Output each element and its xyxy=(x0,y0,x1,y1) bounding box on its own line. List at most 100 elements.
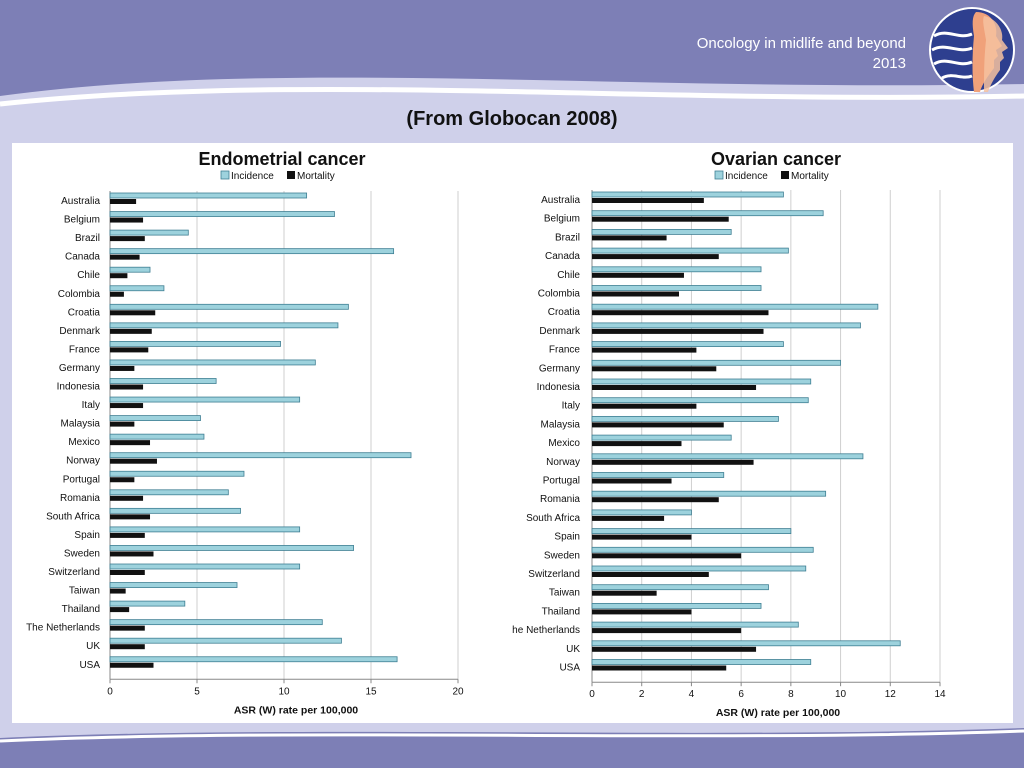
bar-incidence xyxy=(591,490,827,497)
bar-incidence xyxy=(109,489,229,496)
bar-incidence xyxy=(109,637,342,644)
x-tick-label: 0 xyxy=(107,686,113,697)
bar-incidence xyxy=(109,600,186,607)
bar-incidence xyxy=(591,397,809,404)
category-label: Italy xyxy=(82,400,100,411)
category-label: Portugal xyxy=(543,476,580,487)
bar-incidence xyxy=(591,210,824,217)
bar-mortality xyxy=(592,515,665,521)
category-label: Denmark xyxy=(59,326,101,337)
category-label: Romania xyxy=(60,493,100,504)
bar-mortality xyxy=(110,421,135,427)
bar-incidence xyxy=(109,452,412,459)
legend-label-incidence: Incidence xyxy=(231,171,274,182)
bar-mortality xyxy=(592,291,679,297)
category-label: Chile xyxy=(77,270,100,281)
category-label: Brazil xyxy=(555,232,580,243)
bar-mortality xyxy=(592,497,719,503)
bar-incidence xyxy=(109,322,339,329)
legend-swatch-incidence xyxy=(220,170,230,180)
bar-mortality xyxy=(110,644,145,650)
bar-incidence xyxy=(109,582,238,588)
bar-mortality xyxy=(592,310,769,316)
category-label: Spain xyxy=(74,530,100,541)
bar-incidence xyxy=(591,285,762,291)
endometrial-cancer-chart: Endometrial cancer Incidence Mortality 0 5 10… xyxy=(26,149,464,716)
bar-mortality xyxy=(592,366,717,372)
x-tick-label: 10 xyxy=(278,686,290,697)
category-label: Germany xyxy=(539,363,580,374)
chart-legend: Incidence Mortality xyxy=(714,170,829,182)
category-label: Canada xyxy=(65,252,100,263)
bar-mortality xyxy=(110,607,130,613)
category-label: Thailand xyxy=(62,604,100,615)
bar-mortality xyxy=(110,551,154,557)
bar-mortality xyxy=(110,384,144,390)
bar-mortality xyxy=(110,625,145,631)
bar-incidence xyxy=(109,378,217,384)
category-label: Croatia xyxy=(548,307,581,318)
bar-mortality xyxy=(592,590,657,596)
bar-incidence xyxy=(591,229,732,235)
bar-incidence xyxy=(109,545,355,551)
bar-mortality xyxy=(592,272,684,278)
footer-wave-band xyxy=(0,728,1024,768)
footer-wave-line xyxy=(0,729,1024,743)
bar-incidence xyxy=(591,546,814,553)
category-label: Italy xyxy=(562,401,580,412)
x-tick-label: 10 xyxy=(835,689,847,700)
category-label: Sweden xyxy=(544,550,580,561)
bar-incidence xyxy=(109,433,205,440)
bar-mortality xyxy=(592,665,727,671)
category-label: Mexico xyxy=(548,438,580,449)
bar-mortality xyxy=(592,403,697,409)
category-label: Indonesia xyxy=(57,382,101,393)
legend-swatch-mortality xyxy=(781,171,789,179)
bar-mortality xyxy=(110,477,135,483)
bar-incidence xyxy=(109,285,165,292)
x-axis-label: ASR (W) rate per 100,000 xyxy=(234,704,358,716)
x-tick-label: 12 xyxy=(885,689,897,700)
category-label: Sweden xyxy=(64,548,100,559)
bar-mortality xyxy=(110,662,154,668)
bar-incidence xyxy=(109,396,301,403)
category-label: Indonesia xyxy=(537,382,581,393)
bar-mortality xyxy=(110,403,144,409)
bar-incidence xyxy=(591,565,807,572)
category-label: South Africa xyxy=(526,513,580,524)
bar-incidence xyxy=(109,470,245,477)
bar-incidence xyxy=(591,266,762,273)
bar-mortality xyxy=(592,609,692,615)
bar-mortality xyxy=(110,495,144,501)
brand-text: Oncology in midlife and beyond 2013 xyxy=(697,34,906,74)
bar-mortality xyxy=(110,365,135,371)
bar-incidence xyxy=(109,619,323,626)
bar-incidence xyxy=(109,526,301,533)
bar-mortality xyxy=(592,441,682,447)
category-label: Taiwan xyxy=(69,586,100,597)
category-label: Switzerland xyxy=(48,567,100,578)
bar-incidence xyxy=(109,211,335,217)
bar-incidence xyxy=(591,378,812,385)
bar-incidence xyxy=(109,415,201,422)
bar-mortality xyxy=(110,347,149,353)
bar-incidence xyxy=(109,563,301,570)
brand-line-2: 2013 xyxy=(872,55,906,72)
category-label: Colombia xyxy=(538,289,581,300)
bar-incidence xyxy=(109,359,316,366)
bar-incidence xyxy=(109,192,308,199)
x-tick-label: 15 xyxy=(365,686,377,697)
bar-mortality xyxy=(110,291,124,297)
bar-incidence xyxy=(591,528,792,535)
face-profile-logo-icon xyxy=(929,7,1015,93)
chart-title: Ovarian cancer xyxy=(711,149,841,169)
charts-panel: Endometrial cancer Incidence Mortality 0 5 10… xyxy=(12,143,1013,723)
chart-title: Endometrial cancer xyxy=(198,149,365,169)
category-label: The Netherlands xyxy=(512,625,580,636)
category-label: Germany xyxy=(59,363,100,374)
bar-mortality xyxy=(592,254,719,260)
category-label: Romania xyxy=(540,494,580,505)
category-label: Portugal xyxy=(63,474,100,485)
bar-incidence xyxy=(591,322,861,329)
bar-incidence xyxy=(591,341,784,348)
